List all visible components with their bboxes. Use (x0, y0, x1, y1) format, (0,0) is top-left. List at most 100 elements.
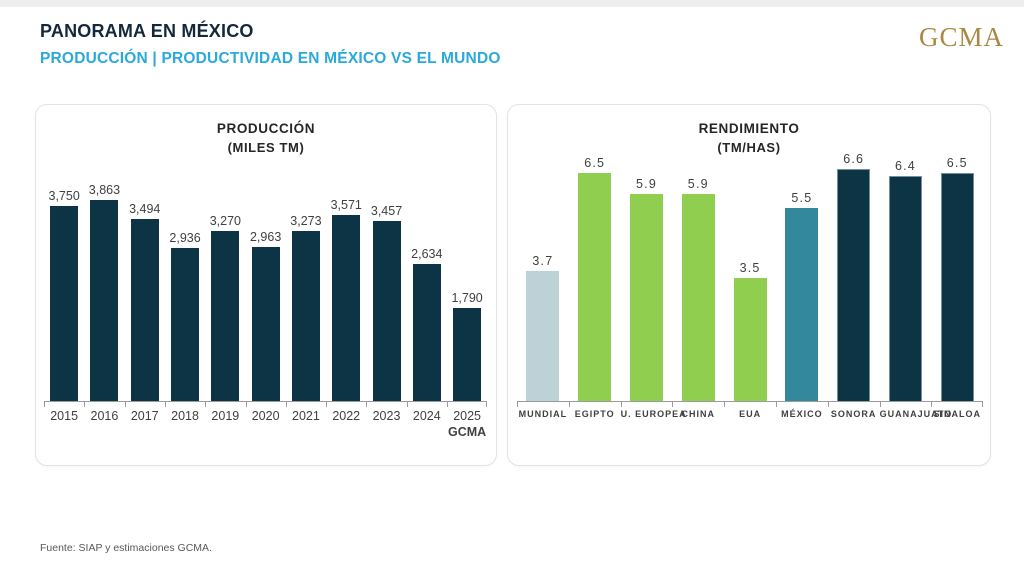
bar (453, 308, 482, 401)
category-label: U. EUROPEA (621, 409, 686, 419)
category-label: 2018 (165, 409, 205, 439)
bar (412, 264, 441, 401)
bar-value-label: 1,790 (451, 291, 483, 305)
category-label: SINALOA (931, 409, 983, 419)
axis-tick (246, 402, 247, 407)
bar-column: 6.5 (569, 156, 621, 401)
category-label: 2023 (366, 409, 406, 439)
axis-tick (165, 402, 166, 407)
bar-column: 5.9 (621, 177, 673, 401)
category-label-text: EUA (739, 409, 762, 419)
axis-tick (621, 402, 622, 407)
bar-column: 3,571 (326, 198, 366, 401)
bar-value-label: 3,273 (290, 214, 322, 228)
bar (785, 208, 819, 401)
bar-column: 3,494 (125, 202, 165, 401)
category-label: 2015 (44, 409, 84, 439)
gcma-logo: GCMA (918, 22, 1004, 52)
bar (733, 278, 767, 401)
category-label: 2021 (286, 409, 326, 439)
bar-column: 2,963 (245, 230, 285, 401)
category-label-text: 2017 (130, 409, 159, 423)
category-label-text: MÉXICO (781, 409, 823, 419)
category-label: 2019 (205, 409, 245, 439)
category-label: GUANAJUATO (880, 409, 952, 419)
category-sublabel: GCMA (448, 425, 487, 439)
category-label-text: 2015 (50, 409, 79, 423)
bar (291, 231, 320, 401)
axis-tick (724, 402, 725, 407)
bar (50, 206, 79, 401)
bar-value-label: 3,571 (330, 198, 362, 212)
source-note: Fuente: SIAP y estimaciones GCMA. (40, 542, 212, 554)
bar-column: 6.5 (931, 156, 983, 401)
bar-value-label: 5.9 (636, 177, 657, 191)
category-label: EUA (724, 409, 776, 419)
chart-title-line2: (TM/HAS) (717, 139, 781, 155)
category-label-text: 2025 (453, 409, 482, 423)
page-title: PANORAMA EN MÉXICO (40, 21, 254, 41)
bar-value-label: 2,936 (169, 231, 201, 245)
category-label-text: 2023 (372, 409, 401, 423)
bar-value-label: 3.5 (739, 261, 761, 275)
bar-column: 6.6 (828, 152, 880, 401)
bar-column: 3,270 (205, 214, 245, 401)
axis-tick (776, 402, 777, 407)
bar-value-label: 5.5 (791, 191, 813, 205)
axis-tick (205, 402, 206, 407)
bar-value-label: 6.4 (894, 159, 916, 173)
bar (130, 219, 159, 401)
axis-tick (569, 402, 570, 407)
x-axis (44, 401, 488, 407)
bar-value-label: 3,270 (209, 214, 241, 228)
bar-value-label: 3,863 (88, 183, 121, 197)
axis-tick (326, 402, 327, 407)
axis-tick (517, 402, 518, 407)
category-label-text: 2024 (412, 409, 441, 423)
produccion-chart-panel: PRODUCCIÓN (MILES TM) 3,750 3,863 3,494 2,936… (35, 104, 497, 466)
axis-tick (84, 402, 85, 407)
category-label: MÉXICO (776, 409, 828, 419)
bars-row: 3.7 6.5 5.9 5.9 3.5 5.5 6.6 6.4 6.5 (517, 152, 983, 401)
bar-value-label: 3.7 (532, 254, 554, 268)
category-label: MUNDIAL (517, 409, 569, 419)
bar-column: 5.5 (776, 191, 828, 401)
bar-value-label: 3,494 (129, 202, 161, 216)
bar-column: 3,863 (84, 183, 124, 401)
axis-tick (366, 402, 367, 407)
bar-column: 5.9 (672, 177, 724, 401)
bar (681, 194, 715, 401)
bar-column: 3,273 (286, 214, 326, 401)
bar (526, 271, 560, 401)
category-label-text: SINALOA (933, 409, 982, 419)
rendimiento-chart-panel: RENDIMIENTO (TM/HAS) 3.7 6.5 5.9 5.9 3.5 5.5 6.6… (507, 104, 991, 466)
category-labels-row: 2015 2016 2017 2018 2019 2020 2021 2022 2023 2024… (44, 409, 487, 439)
bar-value-label: 6.6 (843, 152, 865, 166)
bar (372, 221, 401, 401)
bars-row: 3,750 3,863 3,494 2,936 3,270 2,963 3,273 3,571… (44, 183, 487, 401)
category-label-text: MUNDIAL (518, 409, 568, 419)
category-label: 2022 (326, 409, 366, 439)
bar-column: 3.5 (724, 261, 776, 401)
category-label: SONORA (828, 409, 880, 419)
axis-tick (672, 402, 673, 407)
bar-column: 6.4 (880, 159, 932, 401)
axis-tick (880, 402, 881, 407)
category-label: 2020 (245, 409, 285, 439)
bar-column: 1,790 (447, 291, 487, 401)
axis-tick (44, 402, 45, 407)
chart-title-line1: RENDIMIENTO (698, 121, 800, 136)
axis-tick (125, 402, 126, 407)
bar-column: 2,634 (407, 247, 447, 401)
chart-title-line2: (MILES TM) (227, 139, 305, 155)
bar-value-label: 2,963 (249, 230, 282, 244)
category-label-text: 2021 (292, 409, 320, 423)
category-label-text: 2020 (251, 409, 280, 423)
category-label: 2017 (125, 409, 165, 439)
chart-title: RENDIMIENTO (TM/HAS) (508, 119, 990, 157)
page-subtitle: PRODUCCIÓN | PRODUCTIVIDAD EN MÉXICO VS … (40, 50, 501, 67)
bar-column: 3,750 (44, 189, 84, 401)
bar-column: 3.7 (517, 254, 569, 401)
bar-value-label: 3,750 (48, 189, 80, 203)
